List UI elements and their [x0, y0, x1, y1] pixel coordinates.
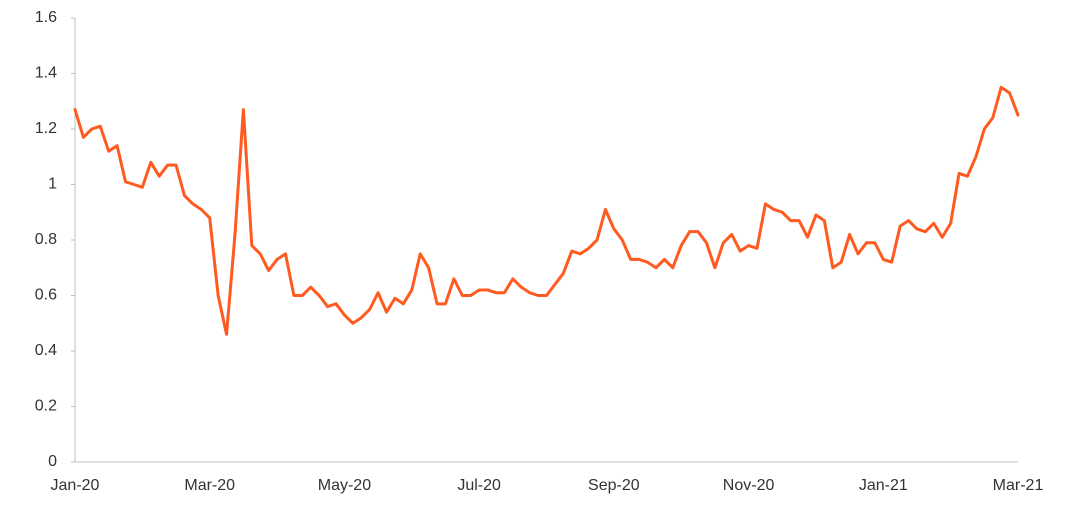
- x-tick-label: Sep-20: [588, 477, 640, 494]
- x-tick-label: Mar-21: [993, 477, 1044, 494]
- x-tick-label: May-20: [318, 477, 371, 494]
- y-tick-label: 0: [48, 453, 57, 470]
- y-tick-label: 1.4: [35, 65, 57, 82]
- y-tick-label: 1.6: [35, 9, 57, 26]
- y-tick-label: 0.4: [35, 342, 57, 359]
- y-tick-label: 1.2: [35, 120, 57, 137]
- y-tick-label: 0.2: [35, 398, 57, 415]
- x-tick-label: Jul-20: [457, 477, 501, 494]
- x-tick-label: Nov-20: [723, 477, 775, 494]
- x-tick-label: Mar-20: [184, 477, 235, 494]
- y-tick-label: 1: [48, 176, 57, 193]
- line-series: [73, 85, 1020, 336]
- y-tick-label: 0.8: [35, 231, 57, 248]
- y-tick-label: 0.6: [35, 287, 57, 304]
- x-tick-label: Jan-21: [859, 477, 908, 494]
- x-tick-label: Jan-20: [51, 477, 100, 494]
